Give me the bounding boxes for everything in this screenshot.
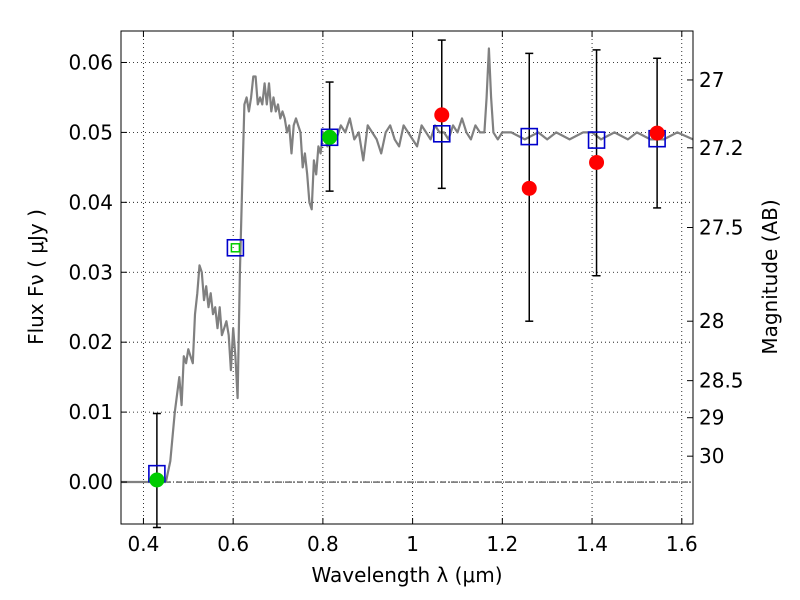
y-tick-label: 0.06 [68,50,113,74]
secondary-y-tick-label: 28.5 [699,369,744,393]
y-tick-label: 0.05 [68,120,113,144]
secondary-y-axis: 27 27.2 27.5 28 28.5 29 30 [687,68,744,468]
red-circle-point [434,107,450,123]
x-axis-label: Wavelength λ (μm) [311,563,502,587]
x-axis: 0.4 0.6 0.8 1 1.2 1.4 1.6 [128,31,698,556]
y-tick-label: 0.01 [68,400,113,424]
model-spectrum-line [121,47,694,484]
model-spectrum-group [121,47,694,484]
green-square-point [230,243,241,253]
photometry-square-point [226,238,245,257]
red-circle-point [521,180,537,196]
secondary-y-tick-label: 27.5 [699,216,744,240]
x-tick-label: 0.8 [307,532,339,556]
photometry-square-point [587,131,606,149]
y-tick-label: 0.04 [68,190,113,214]
x-tick-label: 1.4 [576,532,608,556]
plot-frame [120,30,694,525]
secondary-y-tick-label: 27 [699,68,724,92]
photometry-square-point [432,124,451,143]
x-tick-label: 0.4 [128,532,160,556]
x-tick-label: 0.6 [217,532,249,556]
photometry-square-point [320,128,339,147]
data-points-group [148,39,666,529]
y-axis-label: Flux Fν ( μJy ) [24,209,48,345]
red-circle-point [589,154,605,170]
secondary-y-tick-label: 30 [699,444,724,468]
y-tick-label: 0.00 [68,470,113,494]
photometry-square-point [520,127,539,146]
secondary-y-tick-label: 29 [699,406,724,430]
secondary-y-tick-label: 28 [699,309,724,333]
y-tick-label: 0.02 [68,330,113,354]
green-circle-point [149,472,165,488]
y-tick-label: 0.03 [68,260,113,284]
secondary-y-tick-label: 27.2 [699,136,744,160]
x-tick-label: 1 [406,532,419,556]
x-tick-label: 1.6 [666,532,698,556]
x-tick-label: 1.2 [486,532,518,556]
green-circle-point [322,129,338,145]
y-axis: 0.00 0.01 0.02 0.03 0.04 0.05 0.06 [68,50,127,494]
secondary-y-axis-label: Magnitude (AB) [758,199,782,354]
red-circle-point [649,125,665,141]
